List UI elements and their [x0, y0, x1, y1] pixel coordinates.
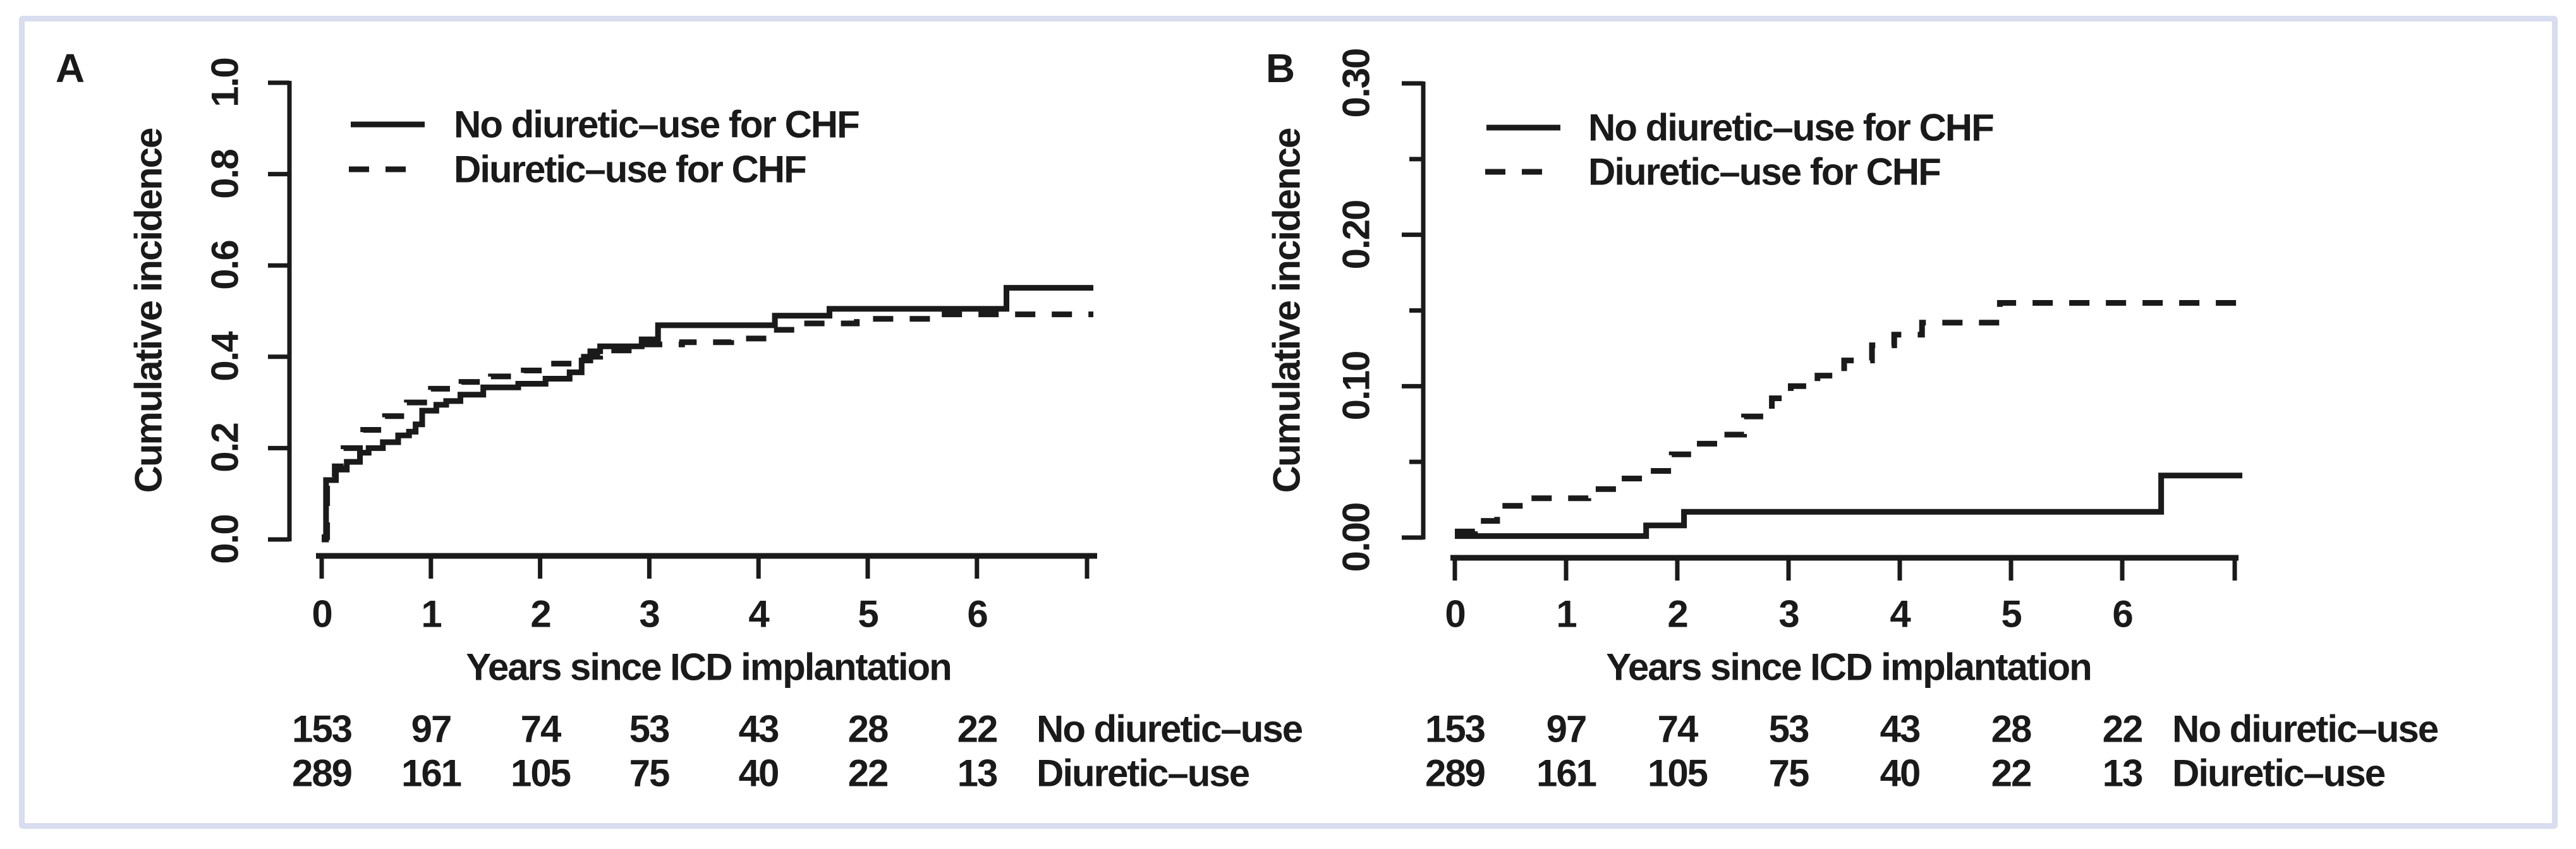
panel-b-x-tick-label: 3: [1778, 593, 1799, 635]
panel-a-x-tick-label: 3: [639, 593, 660, 635]
panel-b-x-tick-label: 4: [1890, 593, 1911, 635]
panel-a-x-tick-label: 4: [748, 593, 769, 635]
panel-b-risk-count: 40: [1880, 752, 1921, 795]
panel-a-risk-count: 13: [957, 752, 999, 795]
panel-b-legend-label-diuretic: Diuretic–use for CHF: [1588, 150, 1941, 193]
panel-b-risk-count: 13: [2102, 752, 2144, 795]
panel-b-risk-count: 105: [1647, 752, 1708, 795]
panel-b-risk-count: 22: [1991, 752, 2032, 795]
panel-a-y-tick-label: 0.6: [204, 241, 246, 290]
panel-a-risk-count: 40: [738, 752, 780, 795]
panel-a-x-tick-label: 1: [421, 593, 442, 635]
panel-a-risk-count: 22: [957, 708, 999, 750]
panel-a-legend-label-no-diuretic: No diuretic–use for CHF: [454, 103, 860, 146]
panel-a-x-tick-label: 2: [530, 593, 551, 635]
panel-b-risk-row-label: No diuretic–use: [2172, 708, 2439, 750]
panel-a-risk-count: 74: [520, 708, 562, 750]
panel-a-label: A: [55, 45, 85, 91]
panel-a-y-tick-label: 0.2: [204, 423, 246, 473]
panel-a-x-tick-label: 0: [312, 593, 332, 635]
panel-a-y-tick-label: 0.8: [204, 150, 246, 199]
panel-b-y-tick-label: 0.30: [1335, 49, 1378, 118]
panel-b-x-tick-label: 2: [1667, 593, 1688, 635]
panel-a-risk-count: 28: [848, 708, 889, 750]
panel-b-risk-count: 22: [2102, 708, 2144, 750]
panel-a-y-tick-label: 1.0: [204, 58, 246, 107]
panel-b-y-axis-title: Cumulative incidence: [1265, 128, 1308, 493]
panel-a-risk-row-label: Diuretic–use: [1036, 752, 1250, 795]
panel-a-risk-row-label: No diuretic–use: [1036, 708, 1303, 750]
panel-a-risk-count: 153: [291, 708, 353, 750]
panel-a-risk-count: 53: [629, 708, 671, 750]
panel-b-risk-count: 74: [1657, 708, 1699, 750]
figure-border-frame: [19, 16, 2558, 829]
panel-b-x-tick-label: 6: [2112, 593, 2133, 635]
panel-a-risk-count: 289: [291, 752, 353, 795]
panel-b-risk-count: 153: [1425, 708, 1486, 750]
panel-b-x-tick-label: 5: [2001, 593, 2022, 635]
panel-a-risk-count: 43: [738, 708, 780, 750]
panel-a-y-tick-label: 0.4: [204, 332, 246, 382]
panel-a-risk-count: 75: [629, 752, 671, 795]
panel-a-risk-count: 161: [401, 752, 462, 795]
panel-b-curve-diuretic-use: [1455, 300, 2242, 534]
panel-b-risk-count: 289: [1425, 752, 1486, 795]
panel-b-risk-count: 97: [1546, 708, 1588, 750]
panel-a-curve-diuretic-use: [322, 311, 1093, 540]
panel-b-y-tick-label: 0.10: [1335, 351, 1378, 421]
panel-a-risk-count: 105: [510, 752, 571, 795]
panel-a-risk-count: 22: [848, 752, 889, 795]
panel-b-legend-label-no-diuretic: No diuretic–use for CHF: [1588, 106, 1995, 149]
panel-b-risk-count: 75: [1768, 752, 1810, 795]
panel-b-risk-row-label: Diuretic–use: [2172, 752, 2386, 795]
panel-b-x-tick-label: 0: [1445, 593, 1466, 635]
panel-b-curve-no-diuretic-use: [1455, 473, 2242, 539]
panel-a-x-axis-title: Years since ICD implantation: [466, 646, 952, 689]
panel-b-x-axis-title: Years since ICD implantation: [1606, 646, 2093, 689]
panel-b-y-tick-label: 0.00: [1335, 503, 1378, 572]
panel-a-curve-no-diuretic-use: [322, 285, 1093, 543]
panel-b-y-tick-label: 0.20: [1335, 200, 1378, 270]
panel-b-risk-count: 43: [1880, 708, 1921, 750]
panel-a-legend-label-diuretic: Diuretic–use for CHF: [454, 148, 807, 191]
panel-a-y-tick-label: 0.0: [204, 515, 246, 564]
panel-a-risk-count: 97: [411, 708, 453, 750]
panel-a-x-tick-label: 6: [967, 593, 988, 635]
panel-b-label: B: [1265, 45, 1296, 91]
panel-b-x-tick-label: 1: [1556, 593, 1577, 635]
panel-b-risk-count: 161: [1536, 752, 1597, 795]
panel-b-risk-count: 28: [1991, 708, 2032, 750]
panel-a-y-axis-title: Cumulative incidence: [127, 128, 170, 493]
panel-a-x-tick-label: 5: [858, 593, 878, 635]
panel-b-risk-count: 53: [1768, 708, 1810, 750]
